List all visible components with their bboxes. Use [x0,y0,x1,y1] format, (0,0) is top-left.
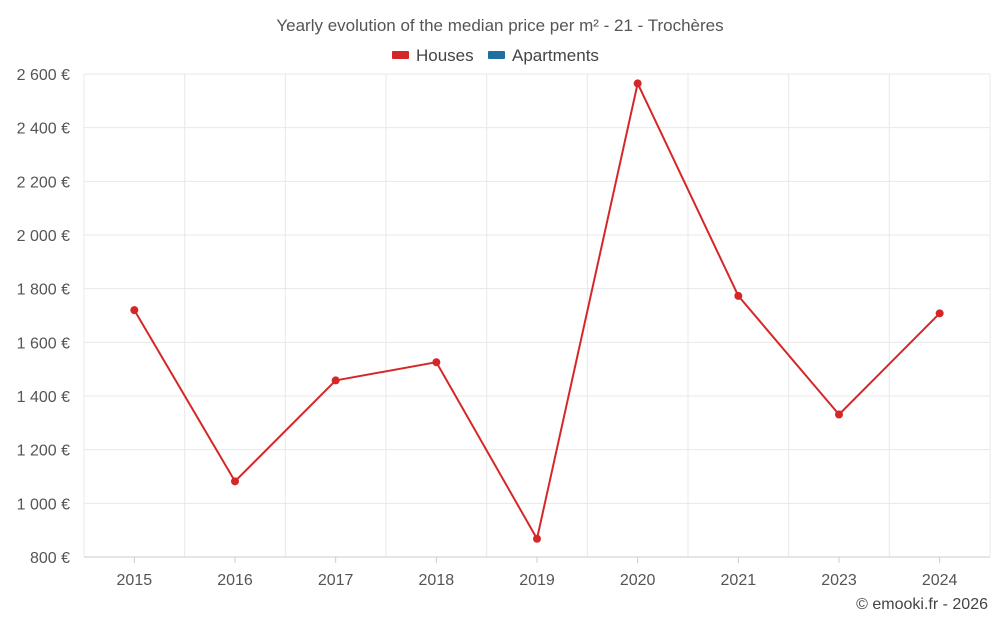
x-tick-label: 2019 [519,572,555,589]
legend-label-apartments: Apartments [512,46,599,65]
data-point-houses-2023[interactable] [835,410,843,419]
legend-item-apartments[interactable]: Apartments [488,46,599,65]
y-tick-label: 1 200 € [17,443,70,460]
credit-text: © emooki.fr - 2026 [856,596,988,613]
x-tick-label: 2020 [620,572,656,589]
data-point-houses-2018[interactable] [432,358,441,367]
y-tick-label: 2 200 € [17,174,70,191]
x-tick-label: 2016 [217,572,253,589]
legend-swatch-apartments [488,51,505,59]
y-tick-label: 1 000 € [17,496,70,513]
x-tick-label: 2017 [318,572,354,589]
y-tick-label: 2 400 € [17,121,70,138]
legend-swatch-houses [392,51,409,59]
data-point-houses-2021[interactable] [734,291,743,300]
data-point-houses-2024[interactable] [935,309,944,318]
x-tick-label: 2024 [922,572,958,589]
data-point-houses-2015[interactable] [130,306,139,315]
x-axis: 2015 2016 2017 2018 2019 2020 2021 2023 2024 [84,556,990,589]
data-point-houses-2017[interactable] [331,376,340,385]
y-tick-label: 800 € [30,550,70,567]
series-line-houses [133,82,941,540]
y-tick-label: 2 000 € [17,228,70,245]
legend-label-houses: Houses [416,46,474,65]
series-layer [130,79,944,543]
data-point-houses-2019[interactable] [533,534,541,543]
gridlines [83,73,991,557]
x-tick-label: 2018 [419,572,455,589]
x-tick-label: 2021 [721,572,757,589]
chart-title: Yearly evolution of the median price per… [276,16,723,35]
y-tick-label: 2 600 € [17,67,70,84]
data-point-houses-2016[interactable] [231,477,239,486]
y-tick-label: 1 400 € [17,389,70,406]
y-tick-label: 1 800 € [17,282,70,299]
y-tick-label: 1 600 € [17,335,70,352]
x-tick-label: 2015 [117,572,153,589]
y-axis: 800 € 1 000 € 1 200 € 1 400 € 1 600 € 1 800 €… [17,67,70,567]
data-point-houses-2020[interactable] [633,79,642,88]
legend: Houses Apartments [392,46,599,65]
x-tick-label: 2023 [821,572,857,589]
legend-item-houses[interactable]: Houses [392,46,474,65]
